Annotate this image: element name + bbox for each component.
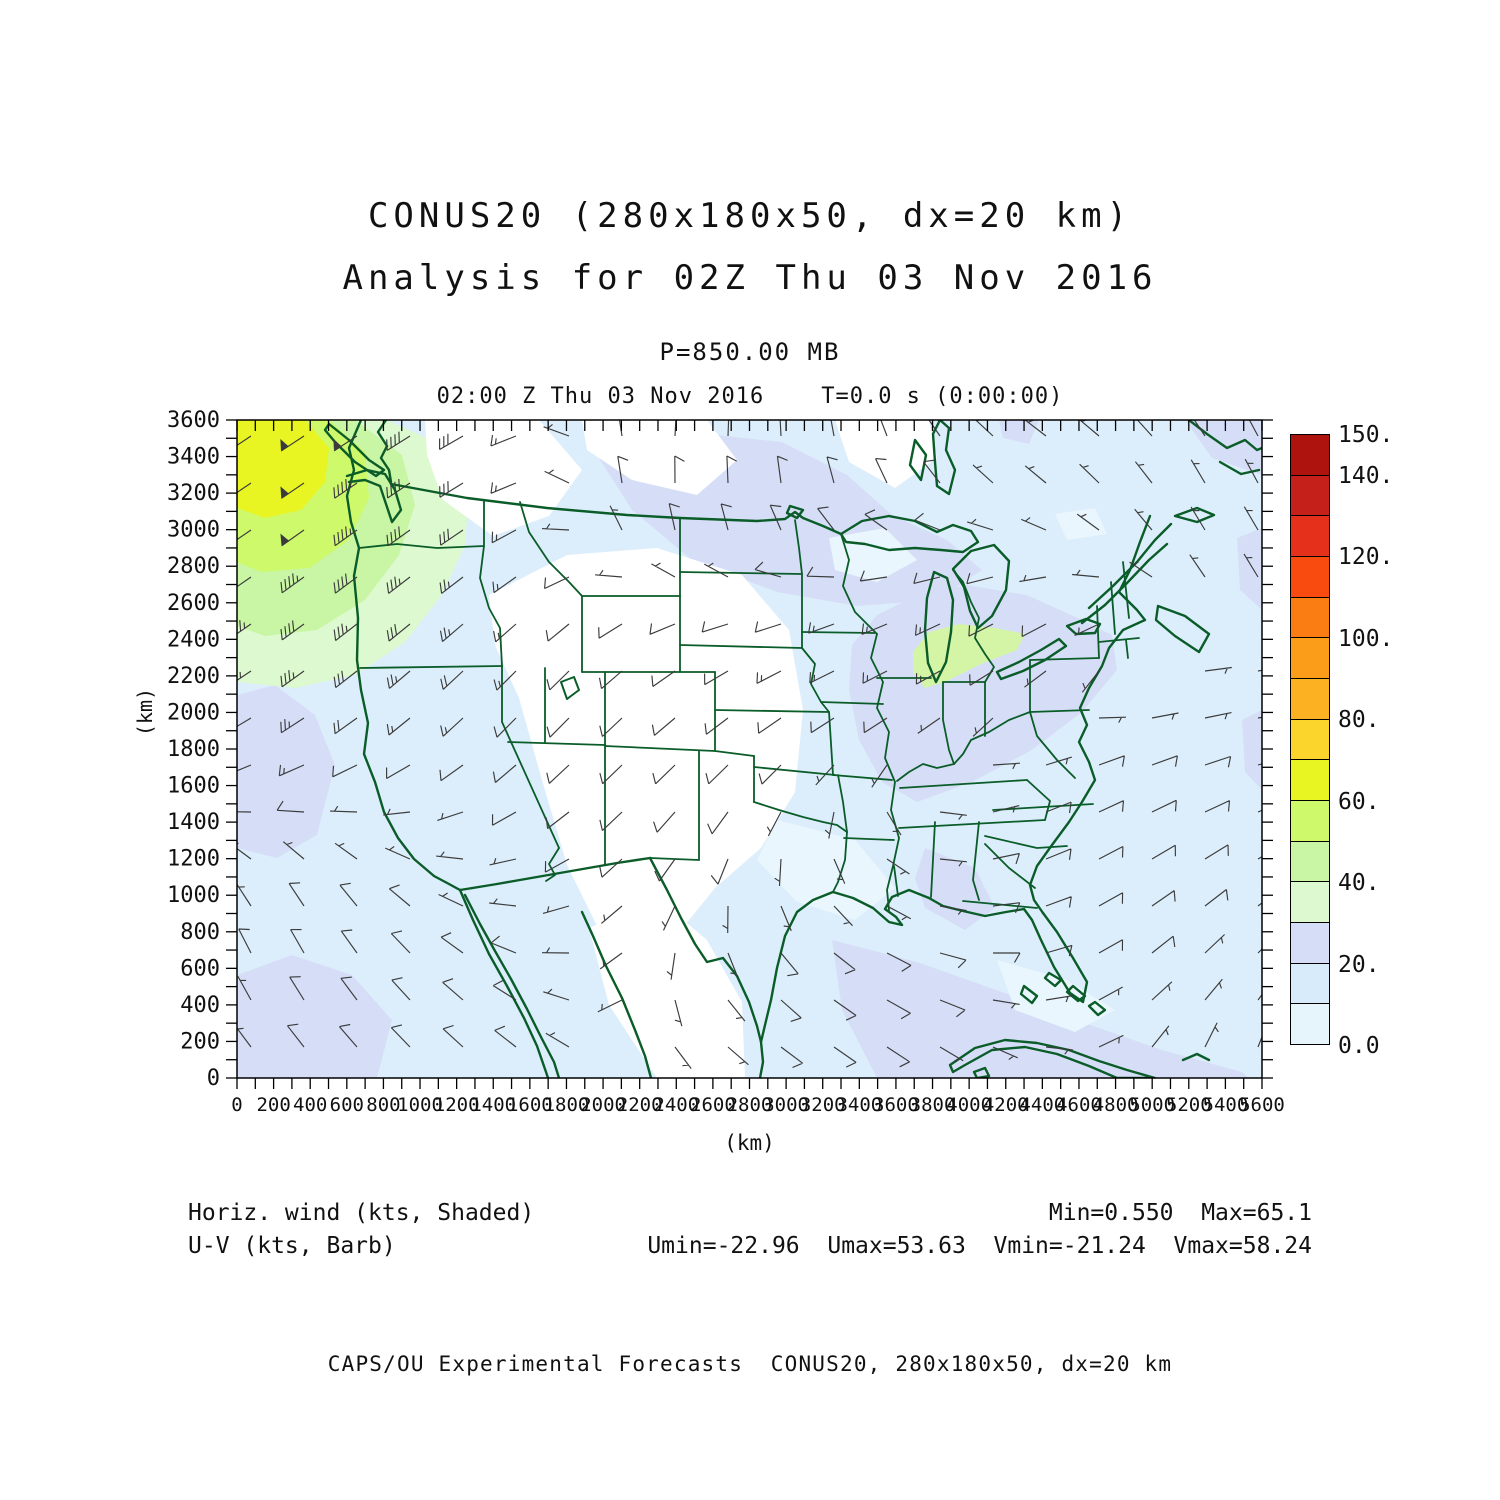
svg-text:1600: 1600 (507, 1094, 553, 1116)
svg-text:200: 200 (256, 1094, 290, 1116)
svg-text:2600: 2600 (690, 1094, 736, 1116)
svg-text:3000: 3000 (167, 518, 220, 543)
x-axis-label: (km) (724, 1131, 775, 1155)
pressure-level-label: P=850.00 MB (659, 338, 841, 366)
colorbar (1290, 434, 1330, 1045)
valid-time-label: 02:00 Z Thu 03 Nov 2016 T=0.0 s (0:00:00… (436, 384, 1064, 409)
colorbar-cell-60-70 (1290, 759, 1330, 801)
colorbar-cell-40-50 (1290, 840, 1330, 883)
colorbar-cell-140-150 (1290, 434, 1330, 476)
barb-field-label: U-V (kts, Barb) (188, 1233, 396, 1259)
analysis-map: 0 200 400 600 800100012001400160018002000220… (167, 408, 1285, 1155)
geography-borders (323, 420, 1262, 1078)
svg-text:3000: 3000 (763, 1094, 809, 1116)
svg-text:2200: 2200 (617, 1094, 663, 1116)
page-subtitle: Analysis for 02Z Thu 03 Nov 2016 (342, 258, 1158, 298)
svg-text:2800: 2800 (167, 554, 220, 579)
colorbar-cell-20-30 (1290, 921, 1330, 964)
svg-text:0: 0 (231, 1094, 242, 1116)
colorbar-label: 80. (1338, 707, 1380, 734)
svg-text:5600: 5600 (1239, 1094, 1285, 1116)
colorbar-label: 100. (1338, 625, 1394, 652)
svg-text:3200: 3200 (167, 481, 220, 506)
colorbar-cell-80-90 (1290, 677, 1330, 720)
uv-stats: Umin=-22.96 Umax=53.63 Vmin=-21.24 Vmax=… (647, 1233, 1312, 1259)
svg-text:1200: 1200 (167, 847, 220, 872)
svg-text:600: 600 (330, 1094, 364, 1116)
colorbar-cell-70-80 (1290, 718, 1330, 761)
colorbar-label: 140. (1338, 462, 1394, 489)
svg-text:3200: 3200 (800, 1094, 846, 1116)
svg-text:1800: 1800 (167, 737, 220, 762)
svg-text:1000: 1000 (397, 1094, 443, 1116)
page-title: CONUS20 (280x180x50, dx=20 km) (367, 196, 1133, 236)
svg-text:3400: 3400 (167, 445, 220, 470)
svg-text:600: 600 (180, 956, 220, 981)
svg-text:2600: 2600 (167, 591, 220, 616)
svg-text:0: 0 (207, 1066, 220, 1091)
footer-credit: CAPS/OU Experimental Forecasts CONUS20, … (327, 1352, 1173, 1376)
colorbar-label: 40. (1338, 870, 1380, 897)
svg-text:5400: 5400 (1203, 1094, 1249, 1116)
svg-text:2200: 2200 (167, 664, 220, 689)
colorbar-label: 0.0 (1338, 1033, 1380, 1060)
colorbar-label: 150. (1338, 422, 1394, 448)
svg-text:4800: 4800 (1093, 1094, 1139, 1116)
svg-text:5200: 5200 (1166, 1094, 1212, 1116)
svg-text:200: 200 (180, 1029, 220, 1054)
svg-text:4200: 4200 (983, 1094, 1029, 1116)
svg-text:1200: 1200 (434, 1094, 480, 1116)
svg-text:1400: 1400 (470, 1094, 516, 1116)
colorbar-cell-110-120 (1290, 555, 1330, 598)
colorbar-cell-10-20 (1290, 962, 1330, 1005)
colorbar-cell-50-60 (1290, 799, 1330, 842)
svg-text:1000: 1000 (167, 883, 220, 908)
svg-text:3600: 3600 (873, 1094, 919, 1116)
svg-text:4400: 4400 (1019, 1094, 1065, 1116)
svg-text:4600: 4600 (1056, 1094, 1102, 1116)
colorbar-cell-0-10 (1290, 1003, 1330, 1045)
svg-text:2800: 2800 (727, 1094, 773, 1116)
svg-text:2400: 2400 (167, 627, 220, 652)
colorbar-cell-90-100 (1290, 637, 1330, 679)
colorbar-label: 60. (1338, 788, 1380, 815)
svg-text:3800: 3800 (910, 1094, 956, 1116)
svg-text:2000: 2000 (167, 700, 220, 725)
svg-text:3600: 3600 (167, 408, 220, 433)
axes: 0 200 400 600 800100012001400160018002000220… (167, 408, 1285, 1155)
svg-text:2000: 2000 (580, 1094, 626, 1116)
svg-text:400: 400 (293, 1094, 327, 1116)
colorbar-cell-30-40 (1290, 881, 1330, 923)
svg-text:5000: 5000 (1129, 1094, 1175, 1116)
svg-text:800: 800 (180, 920, 220, 945)
wind-barbs (237, 420, 1262, 1069)
svg-text:1400: 1400 (167, 810, 220, 835)
shaded-wind-regions (237, 420, 1262, 1078)
svg-text:800: 800 (366, 1094, 400, 1116)
colorbar-label: 20. (1338, 951, 1380, 978)
colorbar-label: 120. (1338, 544, 1394, 571)
svg-text:3400: 3400 (836, 1094, 882, 1116)
colorbar-cell-120-130 (1290, 515, 1330, 557)
colorbar-cell-130-140 (1290, 474, 1330, 517)
y-axis-label: (km) (133, 687, 157, 737)
svg-text:400: 400 (180, 993, 220, 1018)
svg-text:4000: 4000 (946, 1094, 992, 1116)
colorbar-cell-100-110 (1290, 596, 1330, 639)
svg-text:2400: 2400 (653, 1094, 699, 1116)
svg-text:1800: 1800 (544, 1094, 590, 1116)
svg-text:1600: 1600 (167, 774, 220, 799)
shaded-field-label: Horiz. wind (kts, Shaded) (188, 1200, 535, 1226)
minmax-stats: Min=0.550 Max=65.1 (1048, 1200, 1312, 1226)
